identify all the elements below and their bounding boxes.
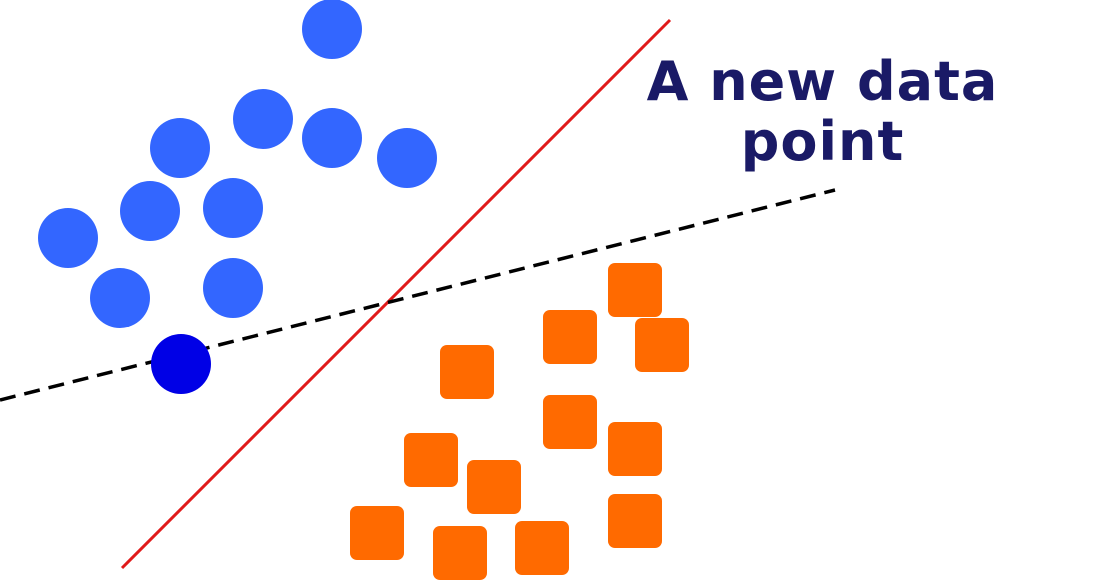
new-data-point-label: A new data point: [600, 52, 1045, 172]
class-b-points: [350, 263, 689, 580]
class-b-point: [433, 526, 487, 580]
class-b-point: [404, 433, 458, 487]
label-line-1: A new data: [646, 50, 999, 113]
class-b-point: [543, 395, 597, 449]
class-b-point: [543, 310, 597, 364]
class-b-point: [608, 263, 662, 317]
class-a-point: [38, 208, 98, 268]
new-data-point: [151, 334, 211, 394]
class-a-point: [150, 118, 210, 178]
class-a-point: [203, 258, 263, 318]
class-a-point: [90, 268, 150, 328]
class-b-point: [608, 494, 662, 548]
class-a-point: [302, 0, 362, 59]
class-a-point: [203, 178, 263, 238]
class-a-point: [233, 89, 293, 149]
class-b-point: [515, 521, 569, 575]
class-a-point: [302, 108, 362, 168]
class-b-point: [440, 345, 494, 399]
class-a-point: [377, 128, 437, 188]
label-line-2: point: [740, 110, 905, 173]
class-b-point: [635, 318, 689, 372]
dashed-decision-boundary: [0, 188, 836, 402]
class-b-point: [350, 506, 404, 560]
class-b-point: [467, 460, 521, 514]
class-a-point: [120, 181, 180, 241]
class-a-points: [38, 0, 437, 328]
solid-decision-boundary: [120, 18, 672, 570]
class-b-point: [608, 422, 662, 476]
